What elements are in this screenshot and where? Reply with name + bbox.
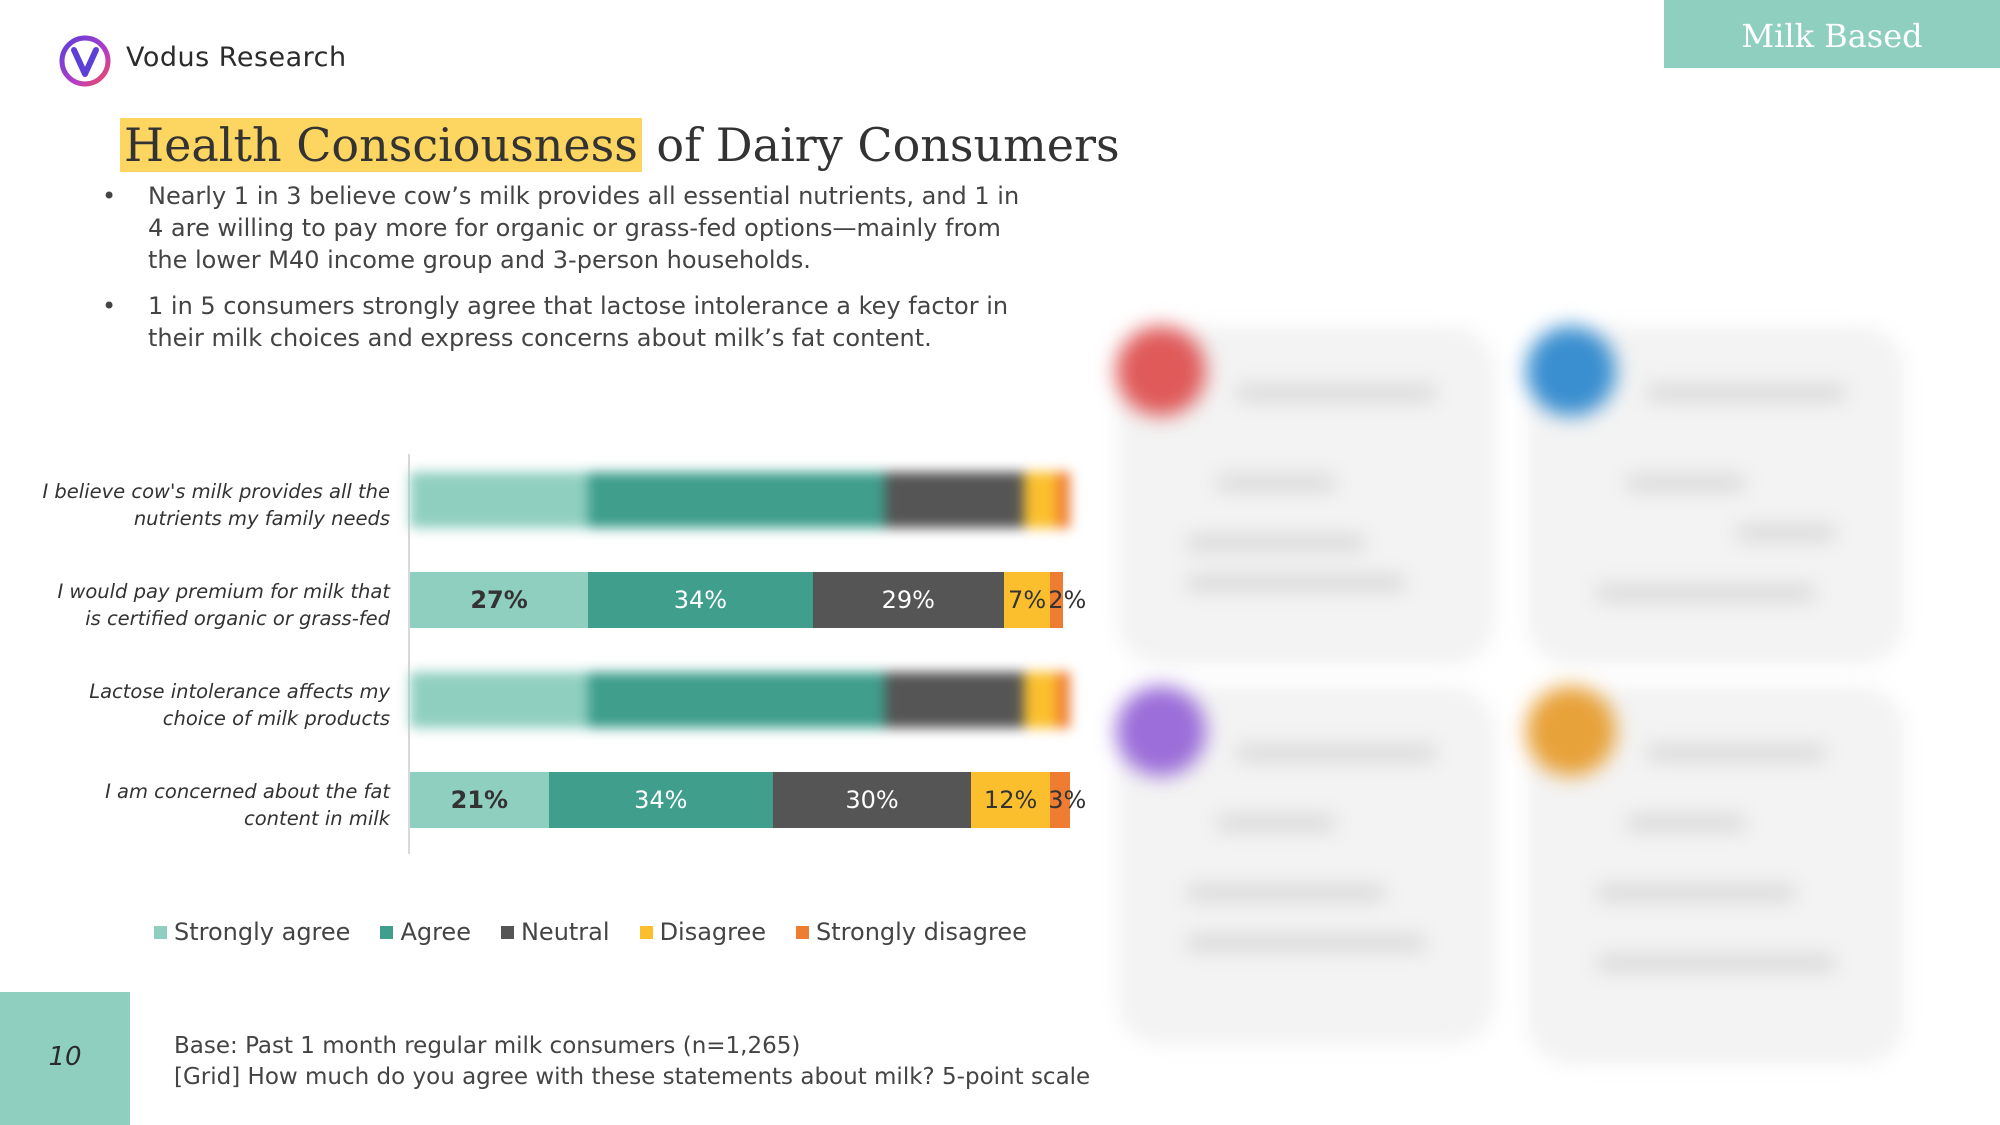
bar-segment: 3% bbox=[1048, 772, 1086, 828]
legend-item: Strongly disagree bbox=[796, 918, 1027, 946]
bar-row: 27% 34% 29% 7% 2% bbox=[410, 572, 1086, 628]
page-title: Health Consciousness of Dairy Consumers bbox=[120, 118, 1120, 172]
bar-segment bbox=[1023, 472, 1057, 528]
base-note: Base: Past 1 month regular milk consumer… bbox=[174, 1033, 801, 1059]
brand-name: Vodus Research bbox=[126, 42, 347, 73]
bar-value-label: 34% bbox=[634, 786, 688, 814]
bar-value-label: 3% bbox=[1048, 786, 1087, 814]
bar-value-label: 29% bbox=[881, 586, 935, 614]
legend-label: Agree bbox=[400, 918, 471, 946]
legend-swatch bbox=[154, 925, 167, 939]
category-label: I would pay premium for milk that is cer… bbox=[57, 580, 390, 630]
legend-label: Strongly disagree bbox=[816, 918, 1027, 946]
page-number-box bbox=[0, 992, 130, 1125]
stacked-bar-chart: I believe cow's milk provides all the nu… bbox=[40, 450, 1086, 870]
legend-item: Disagree bbox=[639, 918, 767, 946]
title-highlight: Health Consciousness bbox=[120, 118, 642, 172]
bar-segment: 7% bbox=[1004, 572, 1051, 628]
insight-bullet: Nearly 1 in 3 believe cow’s milk provide… bbox=[100, 180, 1020, 276]
bar-segment bbox=[588, 472, 886, 528]
bar-segment: 29% bbox=[812, 572, 1004, 628]
legend-item: Agree bbox=[380, 918, 471, 946]
bar-value-label: 7% bbox=[1008, 586, 1047, 614]
legend-swatch bbox=[639, 925, 653, 939]
bar-segment bbox=[1056, 672, 1070, 728]
bar-row: 21% 34% 30% 12% 3% bbox=[410, 772, 1086, 828]
bar-segment bbox=[1056, 472, 1070, 528]
bar-segment bbox=[885, 672, 1024, 728]
legend-label: Neutral bbox=[520, 918, 610, 946]
chart-legend: Strongly agree Agree Neutral Disagree Strong… bbox=[154, 918, 1057, 946]
bar-segment: 30% bbox=[773, 772, 971, 828]
title-rest: of Dairy Consumers bbox=[656, 118, 1120, 172]
bar-segment bbox=[410, 672, 589, 728]
bar-segment: 34% bbox=[548, 772, 773, 828]
bar-segment bbox=[885, 472, 1024, 528]
bar-segment: 2% bbox=[1048, 572, 1086, 628]
persona-card bbox=[1526, 326, 1902, 662]
bar-segment bbox=[410, 472, 589, 528]
bar-segment: 27% bbox=[410, 572, 589, 628]
insight-bullet: 1 in 5 consumers strongly agree that lac… bbox=[100, 290, 1020, 354]
bar-value-label: 34% bbox=[673, 586, 728, 614]
category-tag: Milk Based bbox=[1664, 0, 2000, 68]
bar-value-label: 2% bbox=[1048, 586, 1087, 614]
vodus-logo bbox=[59, 35, 111, 87]
bar-row bbox=[410, 672, 1070, 728]
bar-value-label: 27% bbox=[470, 586, 528, 614]
legend-label: Strongly agree bbox=[174, 918, 351, 946]
footnote: Base: Past 1 month regular milk consumer… bbox=[174, 1031, 1090, 1093]
legend-swatch bbox=[500, 925, 514, 939]
bar-segment bbox=[1023, 672, 1057, 728]
bar-value-label: 12% bbox=[983, 786, 1038, 814]
bar-row bbox=[410, 472, 1070, 528]
bar-segment: 21% bbox=[410, 772, 549, 828]
persona-card bbox=[1526, 686, 1902, 1062]
insight-list: Nearly 1 in 3 believe cow’s milk provide… bbox=[100, 180, 1020, 368]
question-note: [Grid] How much do you agree with these … bbox=[174, 1064, 1091, 1090]
persona-card bbox=[1116, 326, 1492, 662]
bar-segment bbox=[588, 672, 886, 728]
persona-card bbox=[1116, 686, 1492, 1042]
page-number: 10 bbox=[48, 1042, 82, 1072]
legend-label: Disagree bbox=[659, 918, 767, 946]
blurred-persona-cards bbox=[1100, 310, 1940, 1070]
bar-segment: 34% bbox=[588, 572, 813, 628]
bar-segment: 12% bbox=[971, 772, 1051, 828]
bar-value-label: 30% bbox=[845, 786, 899, 814]
bar-value-label: 21% bbox=[450, 786, 509, 814]
category-axis-line bbox=[408, 454, 410, 854]
legend-swatch bbox=[380, 925, 394, 939]
category-label: I believe cow's milk provides all the nu… bbox=[42, 480, 390, 530]
legend-item: Strongly agree bbox=[154, 918, 350, 946]
legend-swatch bbox=[796, 925, 810, 939]
category-label: I am concerned about the fat content in … bbox=[105, 780, 390, 830]
category-label: Lactose intolerance affects my choice of… bbox=[89, 680, 390, 730]
legend-item: Neutral bbox=[500, 918, 610, 946]
